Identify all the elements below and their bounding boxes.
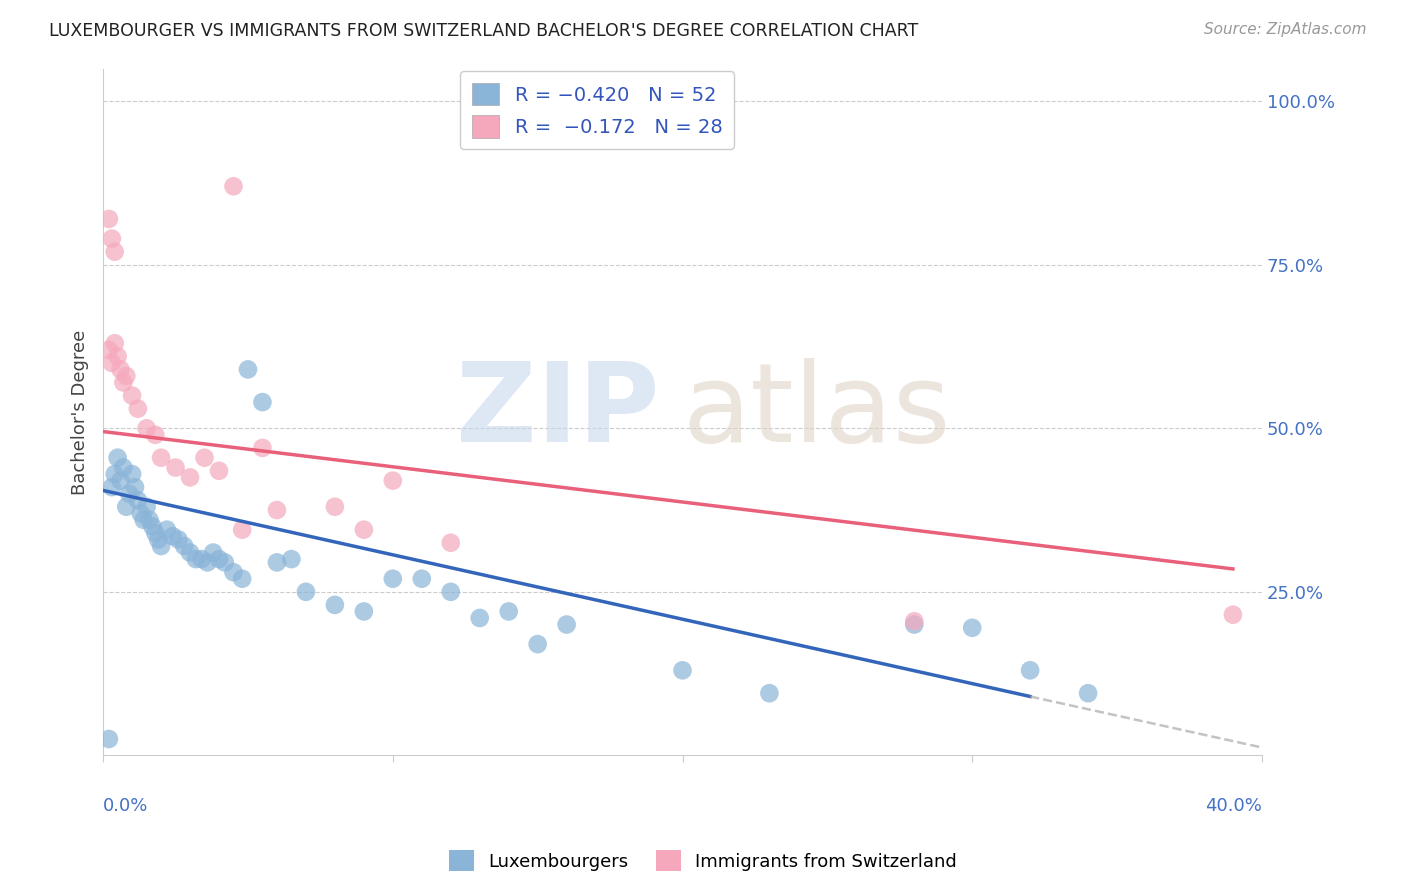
Point xyxy=(1019,663,1042,677)
Point xyxy=(498,604,520,618)
Point xyxy=(280,552,302,566)
Point xyxy=(150,450,173,465)
Point xyxy=(167,533,190,547)
Point xyxy=(323,598,346,612)
Point xyxy=(440,584,463,599)
Point xyxy=(97,731,120,746)
Point xyxy=(112,376,135,390)
Point xyxy=(121,467,143,481)
Point xyxy=(231,523,253,537)
Point xyxy=(671,663,693,677)
Point xyxy=(104,336,127,351)
Point xyxy=(110,362,132,376)
Point xyxy=(1222,607,1244,622)
Point xyxy=(143,525,166,540)
Point xyxy=(127,493,149,508)
Point xyxy=(353,523,375,537)
Point xyxy=(97,211,120,226)
Point xyxy=(222,565,245,579)
Point xyxy=(101,480,124,494)
Point xyxy=(141,519,163,533)
Point xyxy=(381,474,404,488)
Point xyxy=(173,539,195,553)
Point xyxy=(252,441,274,455)
Point xyxy=(266,555,288,569)
Point xyxy=(135,421,157,435)
Point xyxy=(165,460,187,475)
Point xyxy=(202,545,225,559)
Point xyxy=(468,611,491,625)
Point xyxy=(101,231,124,245)
Point xyxy=(197,555,219,569)
Point xyxy=(97,343,120,357)
Legend: Luxembourgers, Immigrants from Switzerland: Luxembourgers, Immigrants from Switzerla… xyxy=(441,843,965,879)
Point xyxy=(526,637,548,651)
Point xyxy=(162,529,184,543)
Point xyxy=(214,555,236,569)
Point xyxy=(118,486,141,500)
Point xyxy=(179,470,201,484)
Legend: R = −0.420   N = 52, R =  −0.172   N = 28: R = −0.420 N = 52, R = −0.172 N = 28 xyxy=(461,71,734,149)
Point xyxy=(193,450,215,465)
Point xyxy=(107,450,129,465)
Point xyxy=(150,539,173,553)
Point xyxy=(138,513,160,527)
Point xyxy=(107,349,129,363)
Point xyxy=(121,388,143,402)
Point xyxy=(231,572,253,586)
Point xyxy=(104,467,127,481)
Point xyxy=(146,533,169,547)
Point xyxy=(132,513,155,527)
Text: Source: ZipAtlas.com: Source: ZipAtlas.com xyxy=(1204,22,1367,37)
Point xyxy=(190,552,212,566)
Point xyxy=(110,474,132,488)
Text: ZIP: ZIP xyxy=(456,359,659,466)
Text: 40.0%: 40.0% xyxy=(1205,797,1263,814)
Text: LUXEMBOURGER VS IMMIGRANTS FROM SWITZERLAND BACHELOR'S DEGREE CORRELATION CHART: LUXEMBOURGER VS IMMIGRANTS FROM SWITZERL… xyxy=(49,22,918,40)
Point xyxy=(266,503,288,517)
Point xyxy=(124,480,146,494)
Point xyxy=(179,545,201,559)
Text: 0.0%: 0.0% xyxy=(103,797,149,814)
Point xyxy=(184,552,207,566)
Point xyxy=(127,401,149,416)
Point xyxy=(323,500,346,514)
Point xyxy=(1077,686,1099,700)
Point xyxy=(129,506,152,520)
Point xyxy=(156,523,179,537)
Point xyxy=(295,584,318,599)
Point xyxy=(222,179,245,194)
Point xyxy=(903,617,925,632)
Point xyxy=(236,362,259,376)
Point xyxy=(135,500,157,514)
Point xyxy=(353,604,375,618)
Point xyxy=(104,244,127,259)
Text: atlas: atlas xyxy=(682,359,950,466)
Y-axis label: Bachelor's Degree: Bachelor's Degree xyxy=(72,329,89,494)
Point xyxy=(112,460,135,475)
Point xyxy=(758,686,780,700)
Point xyxy=(381,572,404,586)
Point xyxy=(440,535,463,549)
Point xyxy=(101,356,124,370)
Point xyxy=(208,552,231,566)
Point xyxy=(903,614,925,628)
Point xyxy=(115,368,138,383)
Point xyxy=(252,395,274,409)
Point xyxy=(143,427,166,442)
Point xyxy=(208,464,231,478)
Point xyxy=(555,617,578,632)
Point xyxy=(960,621,983,635)
Point xyxy=(115,500,138,514)
Point xyxy=(411,572,433,586)
